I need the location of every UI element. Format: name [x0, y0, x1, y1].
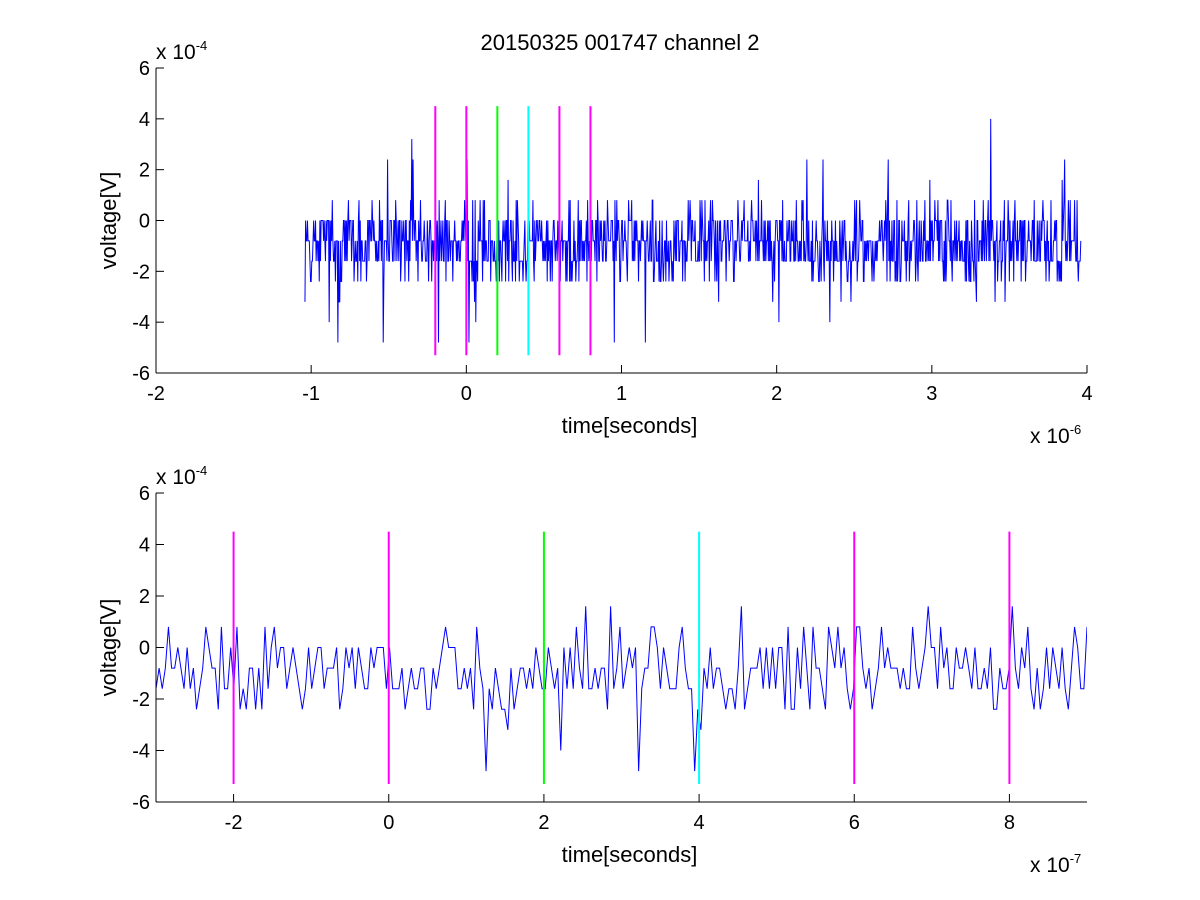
y-tick-label: -4 [132, 741, 150, 763]
x-scale-multiplier: x 10-6 [1030, 422, 1081, 448]
y-tick-label: -6 [132, 363, 150, 385]
x-tick-label: -2 [225, 812, 243, 834]
y-scale-multiplier: x 10-4 [156, 38, 207, 64]
x-tick-label: -2 [147, 383, 165, 405]
y-tick-label: 0 [139, 211, 150, 233]
y-scale-multiplier-base: x 10 [156, 466, 196, 489]
figure-title: 20150325 001747 channel 2 [481, 30, 760, 55]
y-scale-multiplier-exponent: -4 [196, 463, 208, 478]
y-tick-label: -4 [132, 312, 150, 334]
x-tick-label: 4 [1081, 383, 1092, 405]
x-scale-multiplier: x 10-7 [1030, 851, 1081, 877]
y-axis-label: voltage[V] [96, 172, 121, 270]
x-scale-multiplier-exponent: -6 [1070, 422, 1082, 437]
y-tick-label: 6 [139, 58, 150, 80]
signal-series-line [304, 118, 1082, 343]
y-tick-label: -6 [132, 792, 150, 814]
x-tick-label: 4 [694, 812, 705, 834]
y-scale-multiplier: x 10-4 [156, 463, 207, 489]
y-tick-label: 0 [139, 638, 150, 660]
x-tick-label: -1 [302, 383, 320, 405]
signal-series-line [156, 606, 1087, 772]
x-tick-label: 1 [616, 383, 627, 405]
x-tick-label: 0 [383, 812, 394, 834]
y-scale-multiplier-exponent: -4 [196, 38, 208, 53]
x-tick-label: 6 [849, 812, 860, 834]
x-scale-multiplier-exponent: -7 [1070, 851, 1082, 866]
x-tick-label: 2 [771, 383, 782, 405]
y-tick-label: -2 [132, 261, 150, 283]
x-axis-label: time[seconds] [562, 413, 698, 438]
y-tick-label: -2 [132, 689, 150, 711]
y-tick-label: 2 [139, 160, 150, 182]
x-tick-label: 3 [926, 383, 937, 405]
bottom-plot: -2 0 2 4 6 8 -6 -4 -2 0 2 4 6 time[seconds] voltage[V]… [96, 463, 1087, 877]
x-tick-label: 0 [461, 383, 472, 405]
x-scale-multiplier-base: x 10 [1030, 854, 1070, 877]
y-tick-label: 2 [139, 586, 150, 608]
top-plot: -2 -1 0 1 2 3 4 -6 -4 -2 0 2 4 6 time[seconds] voltage[… [96, 38, 1093, 448]
y-axis-label: voltage[V] [96, 599, 121, 697]
x-tick-label: 2 [538, 812, 549, 834]
y-scale-multiplier-base: x 10 [156, 41, 196, 64]
y-tick-label: 4 [139, 535, 150, 557]
x-scale-multiplier-base: x 10 [1030, 425, 1070, 448]
y-tick-label: 6 [139, 483, 150, 505]
x-tick-label: 8 [1004, 812, 1015, 834]
y-tick-label: 4 [139, 109, 150, 131]
x-axis-label: time[seconds] [562, 842, 698, 867]
